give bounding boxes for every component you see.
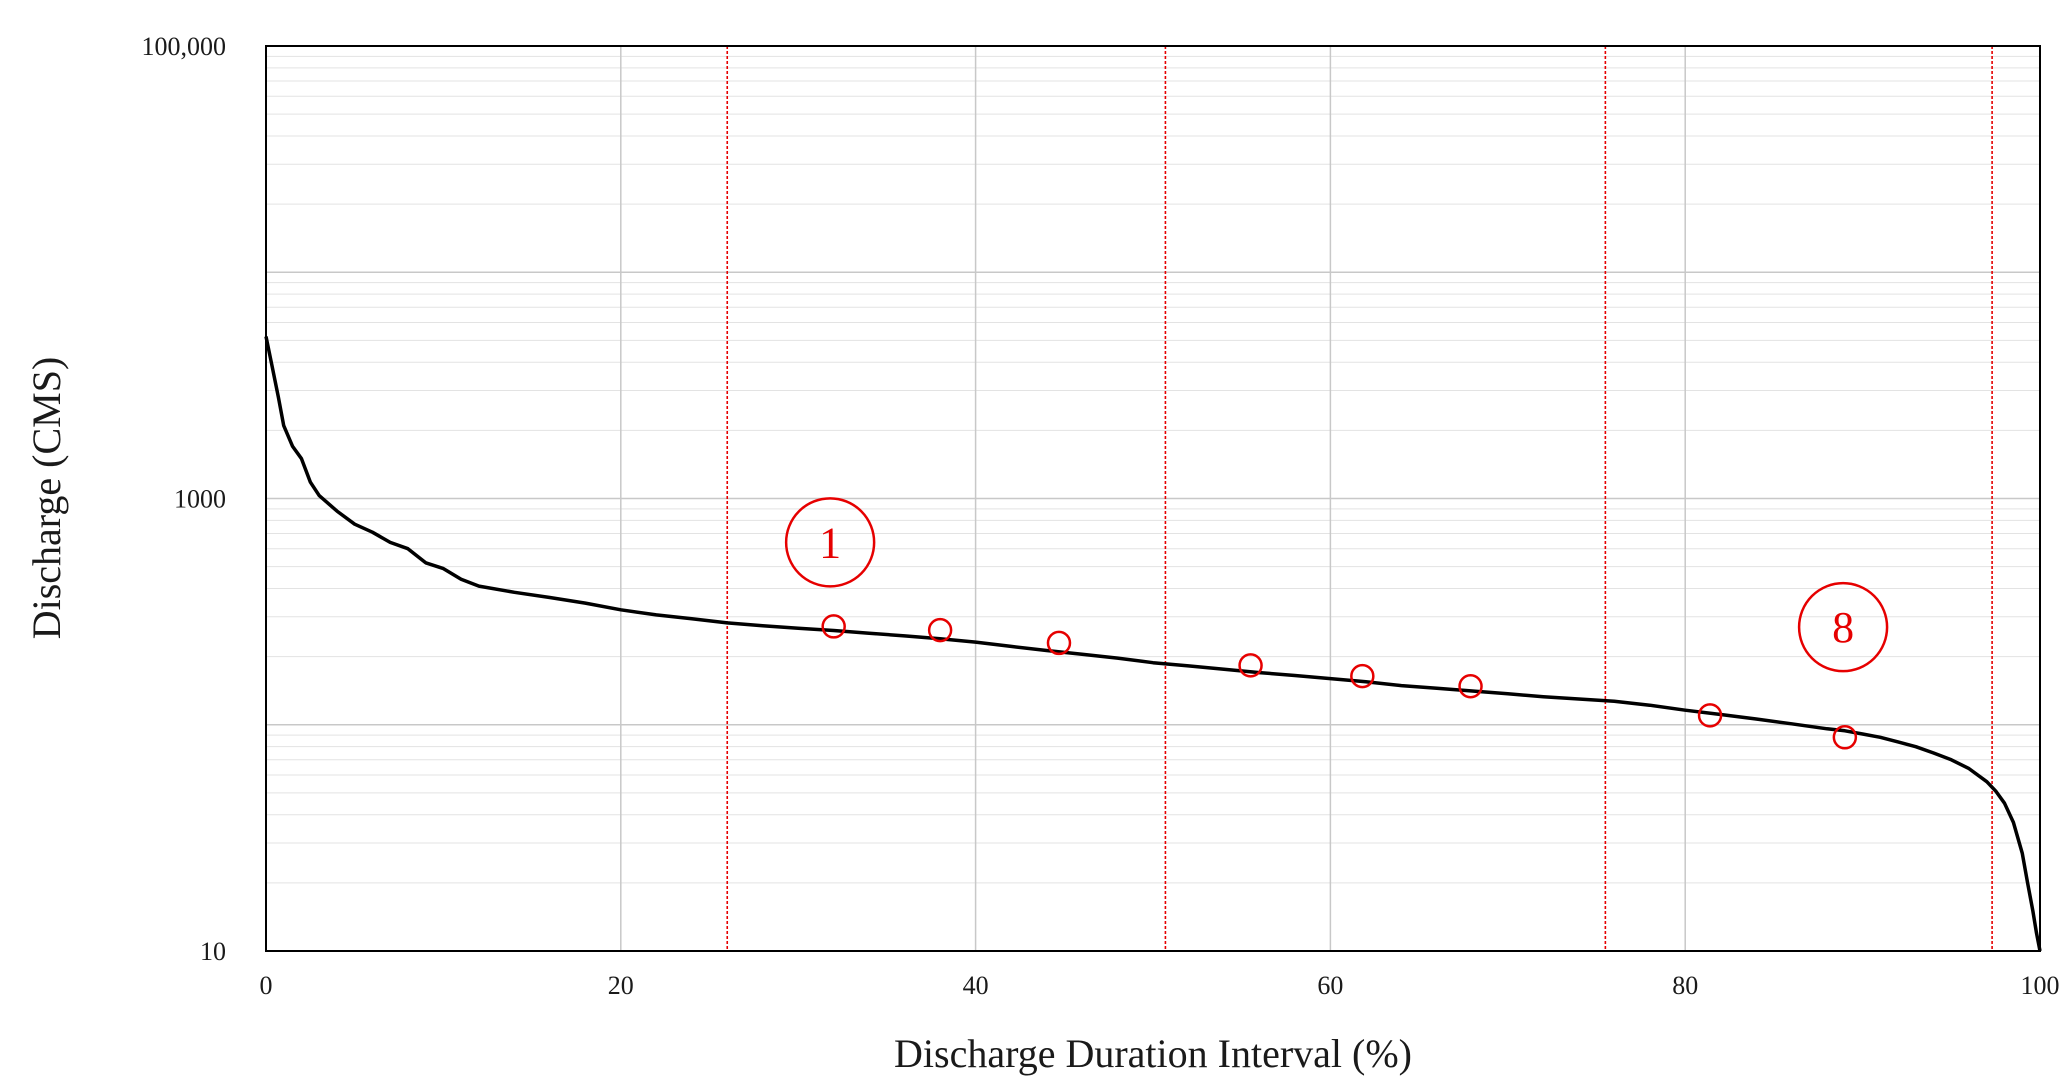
marker-point [1458, 673, 1483, 699]
plot-frame [265, 45, 2041, 952]
y-tick-label: 1000 [174, 485, 226, 514]
x-tick-label: 100 [2021, 971, 2060, 1000]
annotation-label: 8 [1832, 603, 1854, 652]
marker-point [927, 617, 953, 643]
x-tick-label: 60 [1317, 971, 1343, 1000]
x-tick-label: 40 [963, 971, 989, 1000]
marker-point [1238, 653, 1263, 678]
x-tick-labels: 0 20 40 60 80 100 [260, 971, 2060, 1000]
y-tick-label: 100,000 [142, 32, 227, 61]
annotation-layer: 18 [784, 497, 1889, 673]
marker-point [1046, 630, 1072, 656]
annotation-circle [1797, 581, 1889, 673]
grid-lines [265, 45, 2041, 952]
y-tick-label: 10 [200, 937, 226, 966]
series-line [264, 336, 2042, 952]
x-tick-label: 80 [1672, 971, 1698, 1000]
marker-point [1697, 703, 1723, 728]
annotation-circle [784, 497, 876, 588]
y-axis-title: Discharge (CMS) [24, 357, 69, 640]
marker-layer [821, 614, 1858, 750]
y-tick-labels: 10 1000 100,000 [142, 32, 227, 966]
interval-lines [726, 46, 1993, 951]
curve-layer [264, 336, 2042, 952]
x-tick-label: 20 [608, 971, 634, 1000]
annotation-label: 1 [819, 518, 841, 567]
x-axis-title: Discharge Duration Interval (%) [894, 1031, 1412, 1076]
marker-point [821, 614, 846, 639]
marker-point [1832, 725, 1858, 750]
marker-point [1350, 663, 1375, 689]
x-tick-label: 0 [260, 971, 273, 1000]
